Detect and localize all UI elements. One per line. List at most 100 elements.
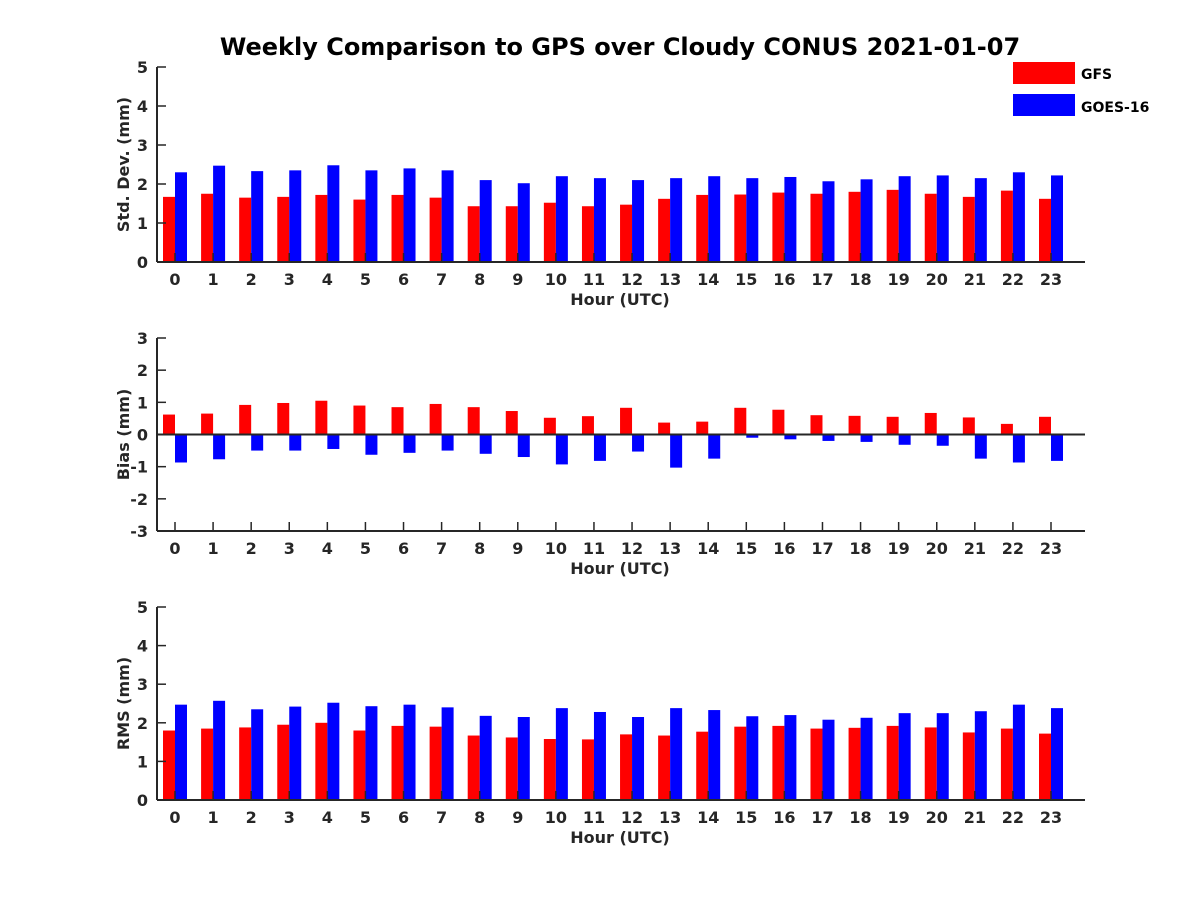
bar-rms-goes16-12 bbox=[632, 717, 645, 800]
y-tick-label: 2 bbox=[137, 714, 148, 733]
x-tick-label: 11 bbox=[583, 539, 605, 558]
x-tick-label: 19 bbox=[888, 270, 910, 289]
x-tick-label: 13 bbox=[659, 270, 681, 289]
bar-stddev-goes16-17 bbox=[822, 181, 835, 262]
bar-stddev-goes16-20 bbox=[936, 175, 949, 262]
bar-rms-goes16-1 bbox=[213, 700, 226, 800]
x-tick-label: 21 bbox=[964, 808, 986, 827]
bar-bias-gfs-4 bbox=[315, 400, 328, 435]
x-tick-label: 18 bbox=[849, 808, 871, 827]
bar-rms-gfs-10 bbox=[543, 739, 556, 800]
bar-rms-goes16-18 bbox=[860, 717, 873, 800]
x-tick-label: 2 bbox=[246, 539, 257, 558]
bar-rms-gfs-1 bbox=[201, 728, 214, 800]
bar-rms-goes16-20 bbox=[936, 713, 949, 800]
bar-rms-goes16-21 bbox=[974, 711, 987, 800]
bar-rms-goes16-4 bbox=[327, 702, 340, 800]
x-tick-label: 7 bbox=[436, 808, 447, 827]
legend-swatch-goes16 bbox=[1013, 94, 1075, 116]
bar-rms-gfs-6 bbox=[391, 725, 404, 800]
x-tick-label: 2 bbox=[246, 808, 257, 827]
y-axis-label: Std. Dev. (mm) bbox=[114, 97, 133, 232]
x-tick-label: 20 bbox=[926, 808, 948, 827]
y-tick-label: 0 bbox=[137, 426, 148, 445]
bar-stddev-goes16-8 bbox=[479, 180, 492, 262]
bar-rms-goes16-7 bbox=[441, 707, 454, 800]
x-tick-label: 14 bbox=[697, 270, 719, 289]
x-tick-label: 4 bbox=[322, 270, 333, 289]
bar-bias-goes16-14 bbox=[708, 434, 721, 459]
y-tick-label: 5 bbox=[137, 598, 148, 617]
bar-stddev-goes16-23 bbox=[1051, 175, 1063, 262]
bar-rms-gfs-2 bbox=[239, 727, 252, 800]
x-tick-label: 2 bbox=[246, 270, 257, 289]
x-tick-label: 0 bbox=[169, 808, 180, 827]
bar-stddev-gfs-11 bbox=[581, 206, 594, 262]
x-axis-label: Hour (UTC) bbox=[570, 559, 670, 578]
bar-rms-goes16-0 bbox=[175, 704, 187, 800]
bar-bias-goes16-6 bbox=[403, 434, 416, 453]
bar-stddev-gfs-13 bbox=[658, 198, 671, 262]
x-tick-label: 20 bbox=[926, 270, 948, 289]
x-tick-label: 5 bbox=[360, 808, 371, 827]
y-tick-label: 4 bbox=[137, 97, 148, 116]
x-tick-label: 5 bbox=[360, 539, 371, 558]
bar-stddev-goes16-2 bbox=[251, 171, 264, 262]
x-tick-label: 12 bbox=[621, 270, 643, 289]
bar-bias-gfs-19 bbox=[886, 416, 899, 435]
bar-rms-gfs-9 bbox=[505, 737, 518, 800]
bar-stddev-goes16-12 bbox=[632, 180, 645, 262]
bar-stddev-goes16-16 bbox=[784, 176, 797, 262]
bar-bias-goes16-3 bbox=[289, 434, 302, 451]
bar-bias-goes16-10 bbox=[555, 434, 568, 465]
legend: GFS GOES-16 bbox=[1013, 62, 1149, 116]
bar-stddev-gfs-6 bbox=[391, 194, 404, 262]
x-tick-label: 0 bbox=[169, 539, 180, 558]
bar-bias-gfs-13 bbox=[658, 422, 671, 435]
bar-rms-gfs-5 bbox=[353, 730, 366, 800]
bar-rms-gfs-21 bbox=[962, 732, 975, 800]
x-tick-label: 4 bbox=[322, 539, 333, 558]
bar-rms-gfs-23 bbox=[1039, 733, 1051, 800]
bar-rms-goes16-17 bbox=[822, 719, 835, 800]
bar-bias-gfs-14 bbox=[696, 421, 709, 435]
bar-rms-goes16-16 bbox=[784, 715, 797, 800]
x-tick-label: 5 bbox=[360, 270, 371, 289]
bar-bias-goes16-19 bbox=[898, 434, 911, 445]
bar-bias-goes16-20 bbox=[936, 434, 949, 446]
bar-rms-gfs-11 bbox=[581, 739, 594, 800]
y-tick-label: 0 bbox=[137, 253, 148, 272]
bar-stddev-goes16-21 bbox=[974, 178, 987, 262]
bar-rms-gfs-15 bbox=[734, 726, 747, 800]
bar-bias-gfs-5 bbox=[353, 405, 366, 435]
x-tick-label: 9 bbox=[512, 539, 523, 558]
bar-bias-goes16-23 bbox=[1051, 434, 1063, 461]
bar-stddev-gfs-0 bbox=[163, 196, 175, 262]
bar-rms-goes16-9 bbox=[517, 717, 530, 800]
bar-bias-goes16-8 bbox=[479, 434, 492, 454]
bar-stddev-goes16-1 bbox=[213, 165, 226, 262]
bar-stddev-goes16-4 bbox=[327, 165, 340, 262]
y-axis-label: Bias (mm) bbox=[114, 389, 133, 481]
x-tick-label: 16 bbox=[773, 808, 795, 827]
bar-stddev-goes16-5 bbox=[365, 170, 378, 262]
bar-bias-goes16-18 bbox=[860, 434, 873, 442]
x-tick-label: 14 bbox=[697, 539, 719, 558]
x-tick-label: 9 bbox=[512, 808, 523, 827]
bar-bias-goes16-16 bbox=[784, 434, 797, 440]
bar-bias-gfs-15 bbox=[734, 407, 747, 435]
bar-bias-gfs-2 bbox=[239, 404, 252, 435]
bar-stddev-gfs-20 bbox=[924, 193, 937, 262]
bar-stddev-gfs-21 bbox=[962, 196, 975, 262]
x-tick-label: 10 bbox=[545, 539, 567, 558]
bar-bias-gfs-20 bbox=[924, 412, 937, 435]
bar-bias-gfs-12 bbox=[620, 407, 633, 435]
bar-stddev-goes16-14 bbox=[708, 176, 721, 262]
bar-bias-goes16-2 bbox=[251, 434, 264, 451]
y-tick-label: -3 bbox=[130, 522, 148, 541]
bar-bias-gfs-8 bbox=[467, 407, 480, 435]
y-tick-label: 3 bbox=[137, 136, 148, 155]
